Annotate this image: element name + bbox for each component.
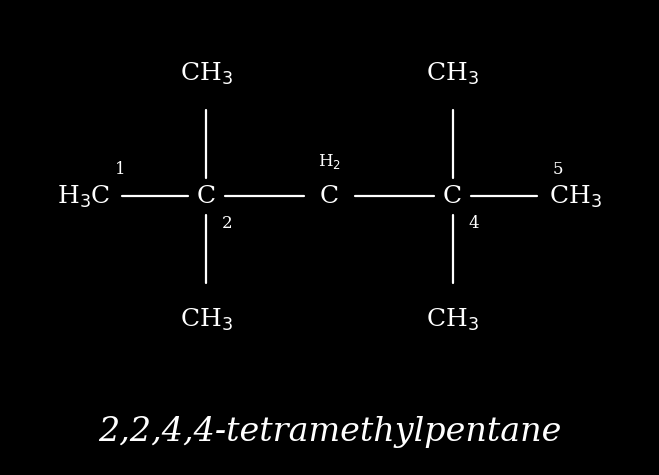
Text: C: C (197, 185, 216, 208)
Text: H$_2$: H$_2$ (318, 152, 341, 171)
Text: 2,2,4,4-tetramethylpentane: 2,2,4,4-tetramethylpentane (98, 416, 561, 447)
Text: CH$_3$: CH$_3$ (426, 306, 479, 332)
Text: CH$_3$: CH$_3$ (180, 306, 233, 332)
Text: CH$_3$: CH$_3$ (180, 60, 233, 86)
Text: 1: 1 (115, 161, 126, 178)
Text: 2: 2 (222, 215, 233, 232)
Text: 4: 4 (468, 215, 478, 232)
Text: CH$_3$: CH$_3$ (549, 183, 602, 209)
Text: C: C (320, 185, 339, 208)
Text: 5: 5 (553, 161, 563, 178)
Text: H$_3$C: H$_3$C (57, 183, 110, 209)
Text: C: C (443, 185, 462, 208)
Text: CH$_3$: CH$_3$ (426, 60, 479, 86)
